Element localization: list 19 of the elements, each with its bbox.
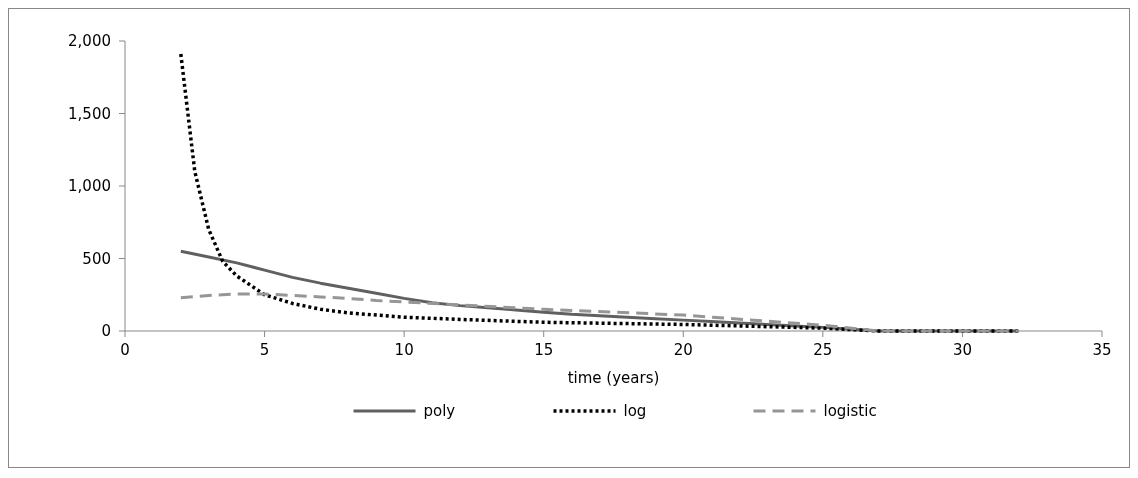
y-tick-label: 2,000 (68, 32, 111, 51)
legend-label: poly (423, 402, 456, 421)
x-tick-label: 25 (813, 341, 833, 359)
x-axis-title: time (years) (567, 369, 660, 387)
y-tick-label: 500 (82, 249, 111, 268)
x-tick-label: 5 (259, 341, 270, 359)
x-tick-label: 15 (534, 341, 554, 359)
x-tick-label: 35 (1092, 341, 1112, 359)
line-series (179, 292, 1020, 333)
legend-label: log (623, 402, 647, 421)
x-tick-label: 10 (394, 341, 414, 359)
line-series (179, 52, 1021, 333)
x-tick-label: 30 (952, 341, 972, 359)
y-tick-label: 1,500 (68, 104, 111, 123)
legend-label: logistic (823, 402, 877, 421)
x-tick-label: 20 (673, 341, 693, 359)
y-tick-label: 0 (101, 322, 111, 341)
x-tick-label: 0 (120, 341, 130, 359)
y-tick-label: 1,000 (68, 177, 111, 196)
